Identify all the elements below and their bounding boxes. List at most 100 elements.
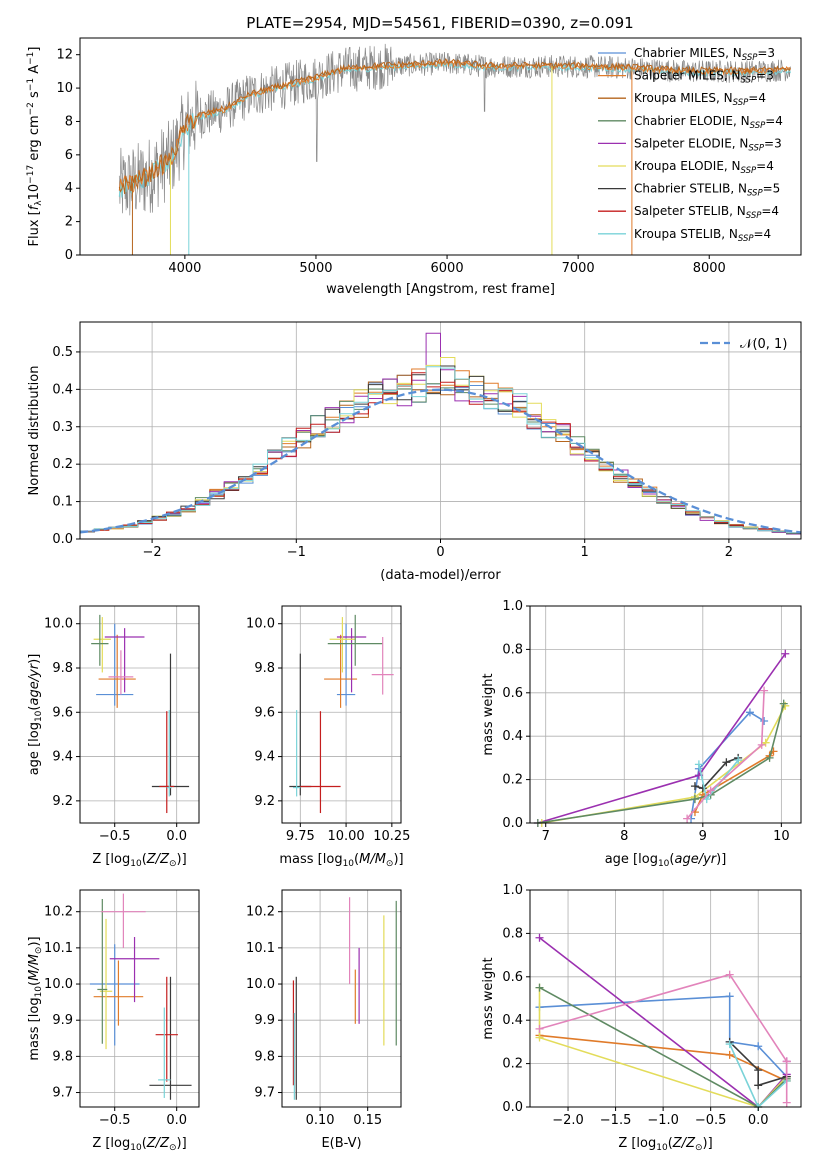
x-tick-label: −0.5	[99, 1113, 131, 1128]
weight-marker	[690, 795, 699, 804]
x-tick-label: 7000	[562, 261, 595, 276]
axes-massweight_vs_Z: −2.0 −1.5 −1.0 −0.5 0.0 0.0 0.2 0.4 0.6 0.8 1.0 Z […	[481, 883, 802, 1153]
observed-spectrum	[118, 43, 791, 216]
weight-line	[729, 1041, 787, 1087]
y-tick-label: 9.4	[254, 750, 275, 765]
y-tick-label: 12	[56, 48, 73, 63]
x-tick-label: 0.0	[166, 1113, 187, 1128]
x-axis-label: age [log10(age/yr)]	[605, 852, 727, 869]
x-tick-label: 10	[773, 829, 790, 844]
y-tick-label: 1.0	[502, 883, 523, 898]
x-tick-label: 8	[620, 829, 628, 844]
weight-marker	[535, 933, 544, 942]
y-tick-label: 0.6	[502, 686, 523, 701]
weight-marker	[698, 784, 707, 793]
weight-marker	[694, 760, 703, 769]
axes-residual_hist: −2 −1 0 1 2 0.0 0.1 0.2 0.3 0.4 0.5 (data-model)/er…	[27, 321, 802, 583]
weight-marker	[760, 686, 769, 695]
x-tick-label: 6000	[431, 261, 464, 276]
y-axis-label: Flux [fλ10−17 erg cm−2 s−1 A−1]	[26, 47, 44, 247]
histogram-step	[80, 332, 801, 535]
x-tick-label: −2.0	[552, 1113, 584, 1128]
spectrum-plot	[118, 43, 791, 255]
y-tick-label: 10.1	[44, 941, 73, 956]
legend-label: Kroupa MILES, NSSP=4	[634, 91, 766, 108]
x-tick-label: 5000	[299, 261, 332, 276]
weight-marker	[535, 1024, 544, 1033]
axes-frame	[529, 889, 802, 1108]
y-tick-label: 10.1	[246, 941, 275, 956]
y-tick-label: 6	[65, 148, 73, 163]
weight-line	[541, 705, 787, 824]
y-tick-label: 9.7	[254, 1086, 275, 1101]
axes-frame	[79, 605, 200, 824]
x-axis-label: mass [log10(M/M⊙)]	[279, 852, 403, 869]
x-tick-label: 0.15	[353, 1113, 382, 1128]
axes-spectrum: 4000 5000 6000 7000 8000 0 2 4 6 8 10 12 wavelength …	[26, 37, 802, 297]
weight-line	[537, 703, 785, 824]
x-axis-label: E(B-V)	[321, 1136, 361, 1151]
x-tick-label: 10.00	[327, 829, 364, 844]
y-tick-label: 0.2	[502, 1057, 523, 1072]
x-tick-label: −0.5	[99, 829, 131, 844]
weight-marker	[754, 1081, 763, 1090]
weight-marker	[781, 649, 790, 658]
y-tick-label: 0.2	[502, 773, 523, 788]
axes-age_vs_mass: 9.75 10.00 10.25 9.2 9.4 9.6 9.8 10.0 mass [log1…	[246, 605, 410, 869]
x-axis-label: (data-model)/error	[380, 568, 501, 583]
y-tick-label: 0.0	[502, 1100, 523, 1115]
weight-marker	[683, 814, 692, 823]
y-tick-label: 0	[65, 248, 73, 263]
axes-frame	[281, 889, 402, 1108]
legend-label: Kroupa STELIB, NSSP=4	[634, 227, 771, 244]
y-tick-label: 0.1	[52, 495, 73, 510]
y-tick-label: 10.0	[246, 977, 275, 992]
legend-label: Chabrier ELODIE, NSSP=4	[634, 114, 783, 131]
x-tick-label: 0.0	[748, 1113, 769, 1128]
x-tick-label: 7	[542, 829, 550, 844]
y-tick-label: 9.8	[52, 661, 73, 676]
x-axis-label: Z [log10(Z/Z⊙)]	[92, 852, 186, 869]
x-tick-label: 0	[436, 545, 444, 560]
x-tick-label: −2	[143, 545, 162, 560]
x-tick-label: 2	[725, 545, 733, 560]
legend-label: Kroupa ELODIE, NSSP=4	[634, 159, 774, 176]
weight-marker	[722, 758, 731, 767]
y-tick-label: 2	[65, 215, 73, 230]
y-tick-label: 9.6	[254, 705, 275, 720]
y-tick-label: 10.2	[44, 905, 73, 920]
x-axis-label: Z [log10(Z/Z⊙)]	[618, 1136, 712, 1153]
y-tick-label: 9.8	[52, 1049, 73, 1064]
weight-marker	[535, 1033, 544, 1042]
normal-curve	[80, 388, 801, 534]
y-tick-label: 9.8	[254, 1049, 275, 1064]
model-spectrum	[118, 57, 791, 195]
y-axis-label: age [log10(age/yr)]	[27, 654, 44, 776]
axes-mass_vs_Z: −0.5 0.0 9.7 9.8 9.9 10.0 10.1 10.2 Z [log10(Z/Z…	[27, 889, 200, 1153]
y-tick-label: 0.5	[52, 345, 73, 360]
weight-marker	[725, 992, 734, 1001]
weight-marker	[725, 970, 734, 979]
y-tick-label: 9.7	[52, 1086, 73, 1101]
axes-frame	[79, 37, 802, 256]
y-tick-label: 0.8	[502, 926, 523, 941]
weight-line	[694, 757, 739, 790]
weight-marker	[760, 717, 769, 726]
axes-age_vs_Z: −0.5 0.0 9.2 9.4 9.6 9.8 10.0 Z [log10(Z/Z⊙)] ag…	[27, 605, 200, 869]
x-tick-label: 0.10	[306, 1113, 335, 1128]
weight-marker	[754, 1042, 763, 1051]
y-tick-label: 10.0	[44, 617, 73, 632]
figure-title: PLATE=2954, MJD=54561, FIBERID=0390, z=0…	[246, 14, 633, 32]
weight-marker	[690, 782, 699, 791]
y-tick-label: 0.0	[502, 816, 523, 831]
axes-frame	[281, 605, 402, 824]
weight-marker	[745, 708, 754, 717]
y-tick-label: 10.2	[246, 905, 275, 920]
weight-marker	[725, 1050, 734, 1059]
hist-plot	[80, 332, 801, 535]
weight-line	[537, 653, 786, 824]
weight-marker	[757, 740, 766, 749]
y-tick-label: 0.4	[52, 382, 73, 397]
y-tick-label: 0.8	[502, 642, 523, 657]
